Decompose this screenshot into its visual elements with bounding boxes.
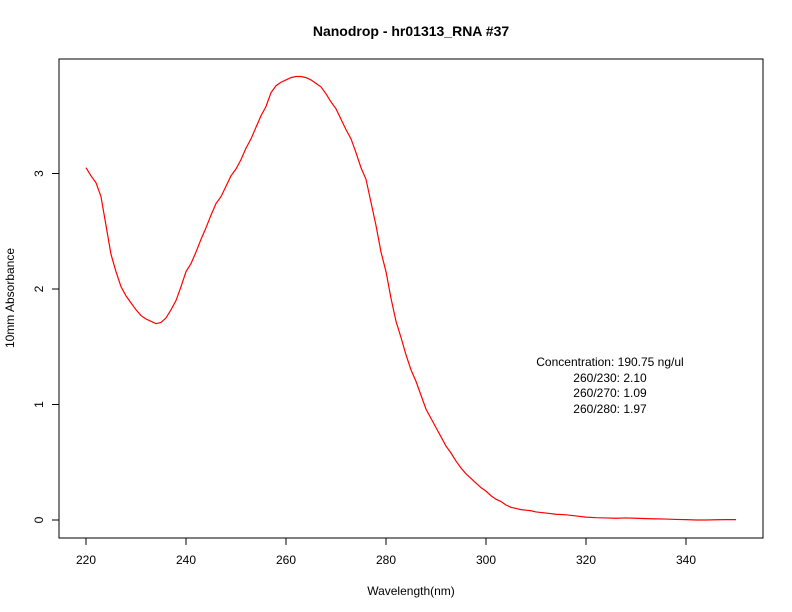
x-axis: 220 240 260 280 300 320 340 — [76, 537, 696, 567]
x-tick-label: 220 — [76, 553, 96, 567]
y-tick-label: 0 — [32, 516, 46, 523]
annotation-ratio-260-230: 260/230: 2.10 — [573, 371, 647, 385]
x-tick-label: 340 — [676, 553, 696, 567]
x-tick-label: 260 — [276, 553, 296, 567]
y-axis: 0 1 2 3 — [32, 170, 60, 523]
annotation-ratio-260-280: 260/280: 1.97 — [573, 402, 647, 416]
y-tick-label: 3 — [32, 170, 46, 177]
y-tick-label: 2 — [32, 285, 46, 292]
measurement-annotation: Concentration: 190.75 ng/ul 260/230: 2.1… — [536, 355, 683, 416]
y-tick-label: 1 — [32, 401, 46, 408]
plot-frame — [58, 58, 764, 539]
x-axis-label: Wavelength(nm) — [367, 584, 455, 598]
annotation-concentration: Concentration: 190.75 ng/ul — [536, 355, 683, 369]
y-axis-label: 10mm Absorbance — [3, 248, 17, 348]
x-tick-label: 300 — [476, 553, 496, 567]
x-tick-label: 280 — [376, 553, 396, 567]
annotation-ratio-260-270: 260/270: 1.09 — [573, 386, 647, 400]
chart-title: Nanodrop - hr01313_RNA #37 — [313, 23, 510, 39]
x-tick-label: 320 — [576, 553, 596, 567]
absorbance-series-line — [85, 75, 736, 521]
x-tick-label: 240 — [176, 553, 196, 567]
